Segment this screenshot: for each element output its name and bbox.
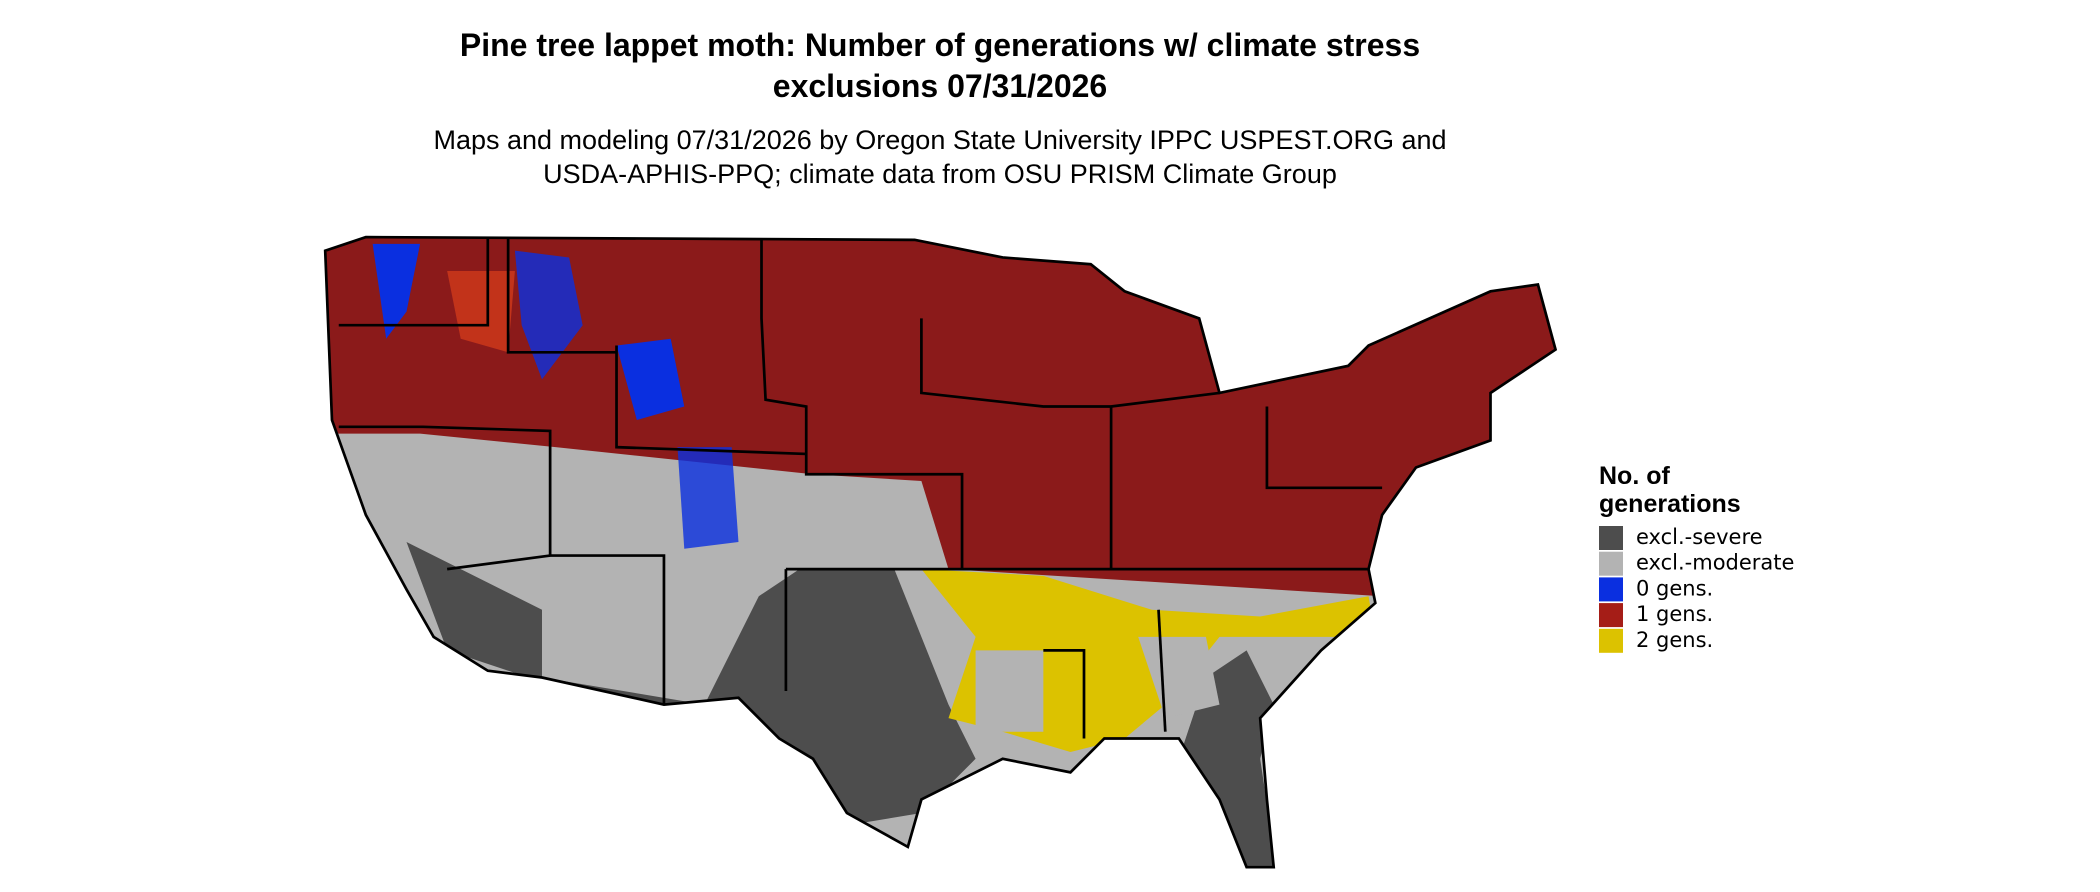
state-borders [323, 235, 1558, 869]
legend-title: generations [1599, 490, 1741, 518]
legend-swatch [1599, 526, 1623, 550]
legend-label: excl.-moderate [1636, 551, 1794, 575]
map-fill [325, 237, 1556, 868]
legend-label: excl.-severe [1636, 525, 1763, 549]
legend-label: 2 gens. [1636, 628, 1713, 652]
legend-swatch [1599, 628, 1623, 653]
title-line: Pine tree lappet moth: Number of generat… [460, 27, 1420, 63]
legend-title: No. of [1599, 462, 1670, 490]
title-line: exclusions 07/31/2026 [773, 68, 1107, 104]
legend-swatch [1599, 551, 1623, 576]
legend-swatch [1599, 577, 1623, 602]
legend-swatch [1599, 603, 1623, 628]
subtitle-line: USDA-APHIS-PPQ; climate data from OSU PR… [543, 159, 1337, 189]
subtitle-line: Maps and modeling 07/31/2026 by Oregon S… [433, 125, 1446, 155]
map [323, 235, 1558, 869]
legend-label: 1 gens. [1636, 602, 1713, 626]
legend-label: 0 gens. [1636, 576, 1713, 600]
